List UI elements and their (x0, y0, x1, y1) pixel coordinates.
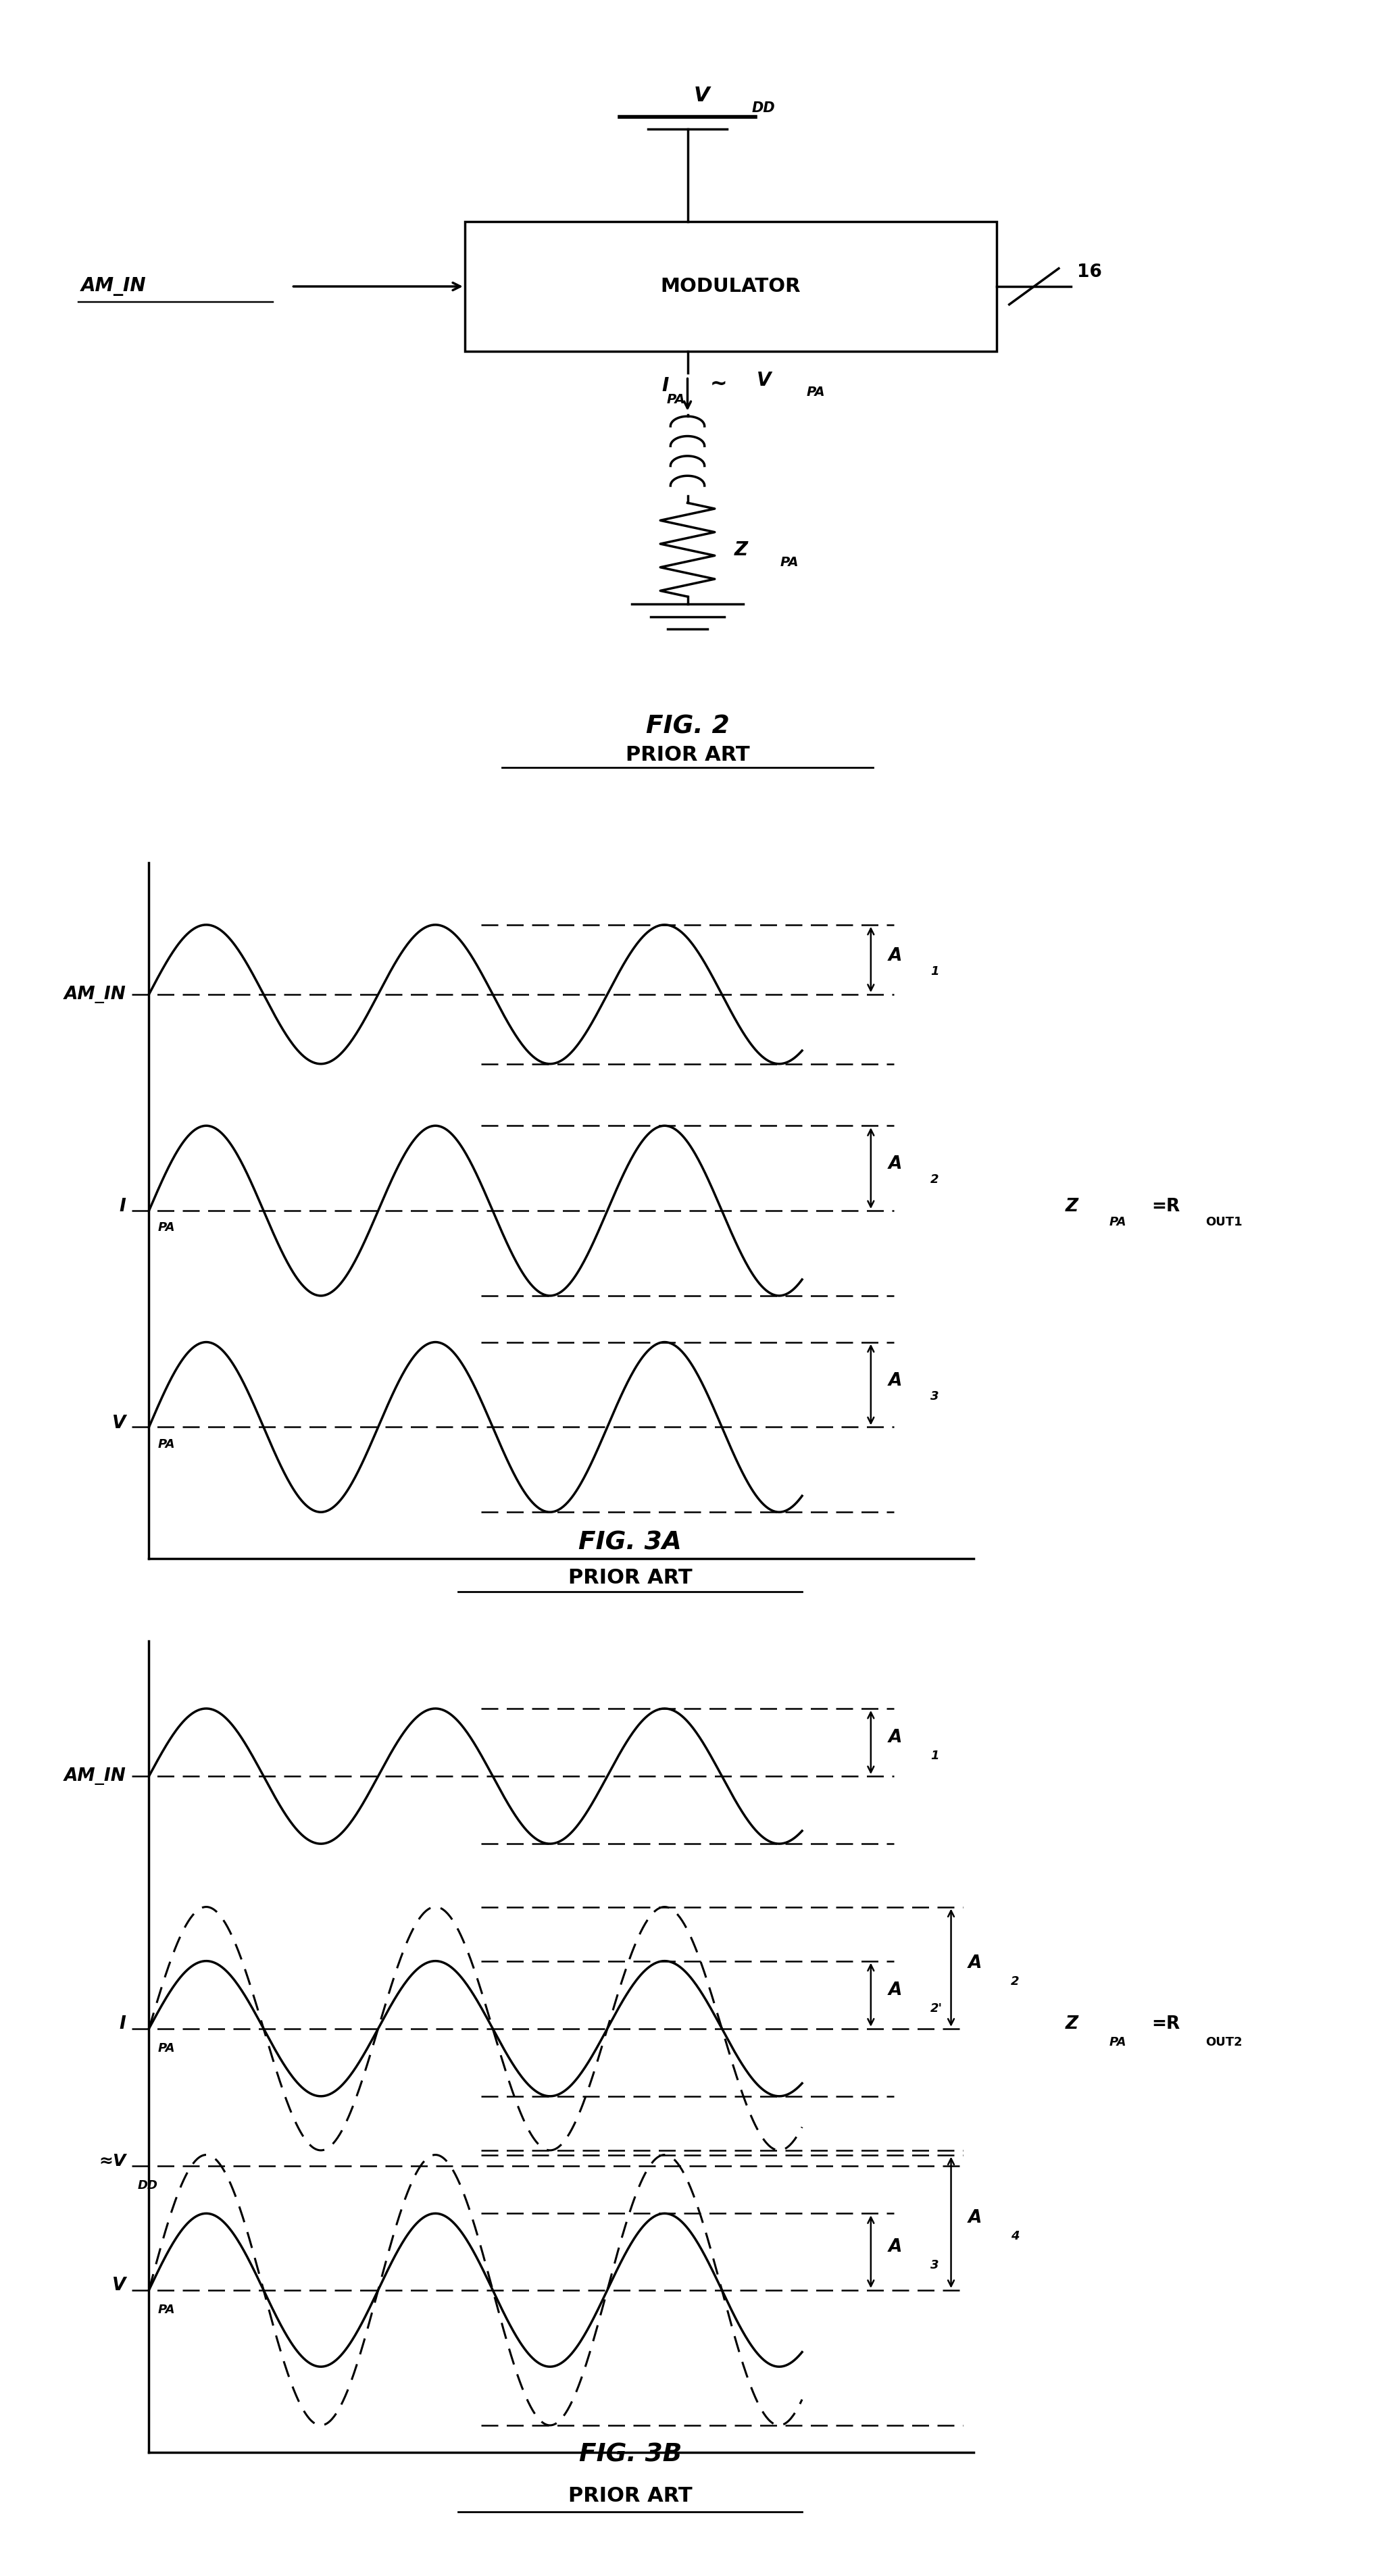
Text: PRIOR ART: PRIOR ART (568, 2486, 692, 2506)
Text: 1: 1 (931, 966, 939, 976)
Text: PA: PA (158, 2043, 176, 2056)
Text: 2': 2' (931, 2002, 943, 2014)
Bar (465, 222, 997, 350)
Text: 1: 1 (931, 1749, 939, 1762)
Text: PA: PA (158, 1437, 176, 1450)
Text: PA: PA (1110, 2035, 1126, 2048)
Text: MODULATOR: MODULATOR (661, 278, 800, 296)
Text: FIG. 3A: FIG. 3A (579, 1530, 682, 1556)
Text: V: V (113, 2277, 126, 2295)
Text: Z: Z (1066, 2014, 1078, 2032)
Text: FIG. 3B: FIG. 3B (579, 2442, 682, 2468)
Text: 2: 2 (931, 1175, 939, 1185)
Text: A: A (968, 1955, 982, 1973)
Text: PRIOR ART: PRIOR ART (626, 744, 749, 765)
Text: PRIOR ART: PRIOR ART (568, 1569, 692, 1587)
Text: PA: PA (158, 1221, 176, 1234)
Text: ~: ~ (710, 374, 727, 394)
Text: AM_IN: AM_IN (65, 987, 126, 1002)
Text: AM_IN: AM_IN (65, 1767, 126, 1785)
Text: PA: PA (1110, 1216, 1126, 1229)
Text: 2: 2 (1011, 1976, 1019, 1986)
Text: A: A (968, 2210, 982, 2226)
Text: 4: 4 (1011, 2231, 1019, 2241)
Text: 16: 16 (1078, 263, 1103, 281)
Text: A: A (888, 2239, 902, 2257)
Text: OUT2: OUT2 (1206, 2035, 1243, 2048)
Text: A: A (888, 948, 902, 963)
Text: I: I (661, 376, 670, 397)
Text: PA: PA (667, 394, 685, 407)
Text: V: V (113, 1414, 126, 1432)
Text: I: I (120, 1198, 126, 1216)
Text: OUT1: OUT1 (1206, 1216, 1243, 1229)
Text: Z: Z (734, 541, 748, 559)
Text: A: A (888, 1728, 902, 1747)
Text: A: A (888, 1373, 902, 1388)
Text: PA: PA (781, 556, 799, 569)
Text: =R: =R (1152, 1198, 1180, 1216)
Text: A: A (888, 1157, 902, 1172)
Text: DD: DD (752, 100, 775, 116)
Text: =R: =R (1152, 2014, 1180, 2032)
Text: A: A (888, 1981, 902, 1999)
Text: FIG. 2: FIG. 2 (646, 714, 729, 739)
Text: I: I (120, 2014, 126, 2032)
Text: PA: PA (806, 386, 825, 399)
Text: V: V (756, 371, 771, 389)
Text: 3: 3 (931, 2259, 939, 2272)
Text: V: V (694, 85, 710, 106)
Text: PA: PA (158, 2303, 176, 2316)
Text: Z: Z (1066, 1198, 1078, 1216)
Text: DD: DD (138, 2179, 158, 2192)
Text: ≈V: ≈V (99, 2154, 126, 2169)
Text: 3: 3 (931, 1391, 939, 1401)
Text: AM_IN: AM_IN (81, 278, 146, 296)
